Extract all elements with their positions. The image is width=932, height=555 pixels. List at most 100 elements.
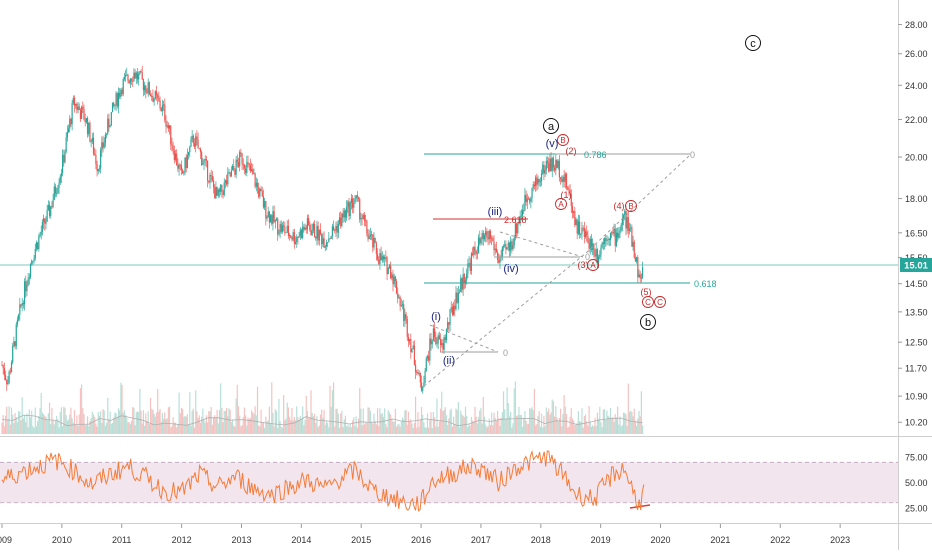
candle-body xyxy=(386,257,388,275)
volume-bar xyxy=(292,420,294,434)
candle-body xyxy=(37,242,39,250)
candle-body xyxy=(114,104,116,106)
candle-body xyxy=(329,238,331,240)
candle-body xyxy=(515,223,518,234)
candle-body xyxy=(376,253,379,260)
volume-bar xyxy=(240,426,242,434)
candle-body xyxy=(73,97,76,106)
candle-body xyxy=(430,338,432,345)
candle-body xyxy=(201,152,203,165)
candle-body xyxy=(486,231,488,238)
volume-bar xyxy=(2,415,4,434)
volume-bar xyxy=(348,426,350,434)
volume-bar xyxy=(134,425,136,434)
candle-body xyxy=(512,245,514,250)
volume-bar xyxy=(269,423,272,434)
volume-bar xyxy=(533,388,536,434)
wave-1-label: (1) xyxy=(561,190,572,200)
candle-body xyxy=(603,238,606,244)
candle-body xyxy=(637,257,639,278)
volume-bar xyxy=(259,426,261,434)
price-tick-label: 15.50 xyxy=(905,253,928,263)
zero-mid-label: 0 xyxy=(585,252,590,262)
volume-bar xyxy=(187,424,190,434)
volume-bar xyxy=(34,407,36,434)
volume-bar xyxy=(515,416,518,434)
volume-bar xyxy=(537,416,539,434)
volume-bar xyxy=(117,408,120,434)
candle-body xyxy=(474,246,476,251)
volume-bar xyxy=(543,415,545,434)
candle-body xyxy=(612,232,614,234)
candle-body xyxy=(361,217,363,219)
candle-body xyxy=(388,265,391,268)
volume-bar xyxy=(514,381,517,434)
candle-body xyxy=(613,228,615,234)
volume-bar xyxy=(423,422,425,434)
volume-bar xyxy=(363,424,366,434)
volume-bar xyxy=(82,407,84,434)
candle-body xyxy=(124,75,127,77)
volume-bar xyxy=(214,415,216,434)
volume-bar xyxy=(79,388,82,434)
volume-bar xyxy=(277,427,279,434)
candle-body xyxy=(246,162,248,173)
candle-body xyxy=(283,225,285,227)
volume-bar xyxy=(151,408,153,434)
volume-bar xyxy=(443,409,445,434)
volume-bar xyxy=(573,420,575,434)
candle-body xyxy=(299,229,301,237)
volume-bar xyxy=(291,408,293,434)
candle-body xyxy=(485,231,487,236)
candle-body xyxy=(35,242,38,249)
volume-bar xyxy=(550,412,552,434)
candle-body xyxy=(337,223,339,233)
volume-bar xyxy=(57,419,59,434)
candle-body xyxy=(304,227,306,230)
candle-body xyxy=(324,246,326,248)
volume-bar xyxy=(101,422,103,434)
volume-bar xyxy=(458,427,461,434)
volume-bar xyxy=(275,410,278,434)
volume-bar xyxy=(124,414,127,434)
volume-bar xyxy=(237,406,240,434)
candle-body xyxy=(363,215,366,221)
volume-bar xyxy=(513,388,515,434)
volume-bar xyxy=(632,416,634,434)
volume-bar xyxy=(587,425,589,434)
candle-body xyxy=(237,162,240,167)
volume-bar xyxy=(279,421,281,434)
candle-body xyxy=(166,125,168,127)
volume-bar xyxy=(141,423,143,434)
volume-bar xyxy=(294,420,297,434)
volume-bar xyxy=(517,415,519,434)
volume-bar xyxy=(157,388,159,434)
candle-body xyxy=(259,188,261,197)
volume-bar xyxy=(84,424,86,434)
candle-body xyxy=(374,238,376,244)
volume-bar xyxy=(526,424,528,434)
candle-body xyxy=(121,89,123,94)
volume-bar xyxy=(615,417,618,434)
candle-body xyxy=(425,358,427,371)
volume-bar xyxy=(518,406,520,434)
wave-C-label-2: C xyxy=(657,298,663,307)
volume-bar xyxy=(174,422,177,434)
volume-bar xyxy=(173,422,175,434)
candle-body xyxy=(336,225,338,233)
volume-bar xyxy=(235,398,237,434)
candle-body xyxy=(134,72,136,79)
candle-body xyxy=(428,356,430,361)
volume-bar xyxy=(592,425,594,434)
volume-bar xyxy=(153,413,155,434)
volume-bar xyxy=(613,421,615,434)
volume-bar xyxy=(586,421,588,434)
volume-bar xyxy=(328,427,330,434)
volume-bar xyxy=(444,407,446,434)
volume-bar xyxy=(111,423,114,434)
volume-bar xyxy=(274,409,276,434)
wave-B-top-label: B xyxy=(560,136,565,145)
volume-bar xyxy=(16,422,19,434)
candle-body xyxy=(513,237,515,246)
